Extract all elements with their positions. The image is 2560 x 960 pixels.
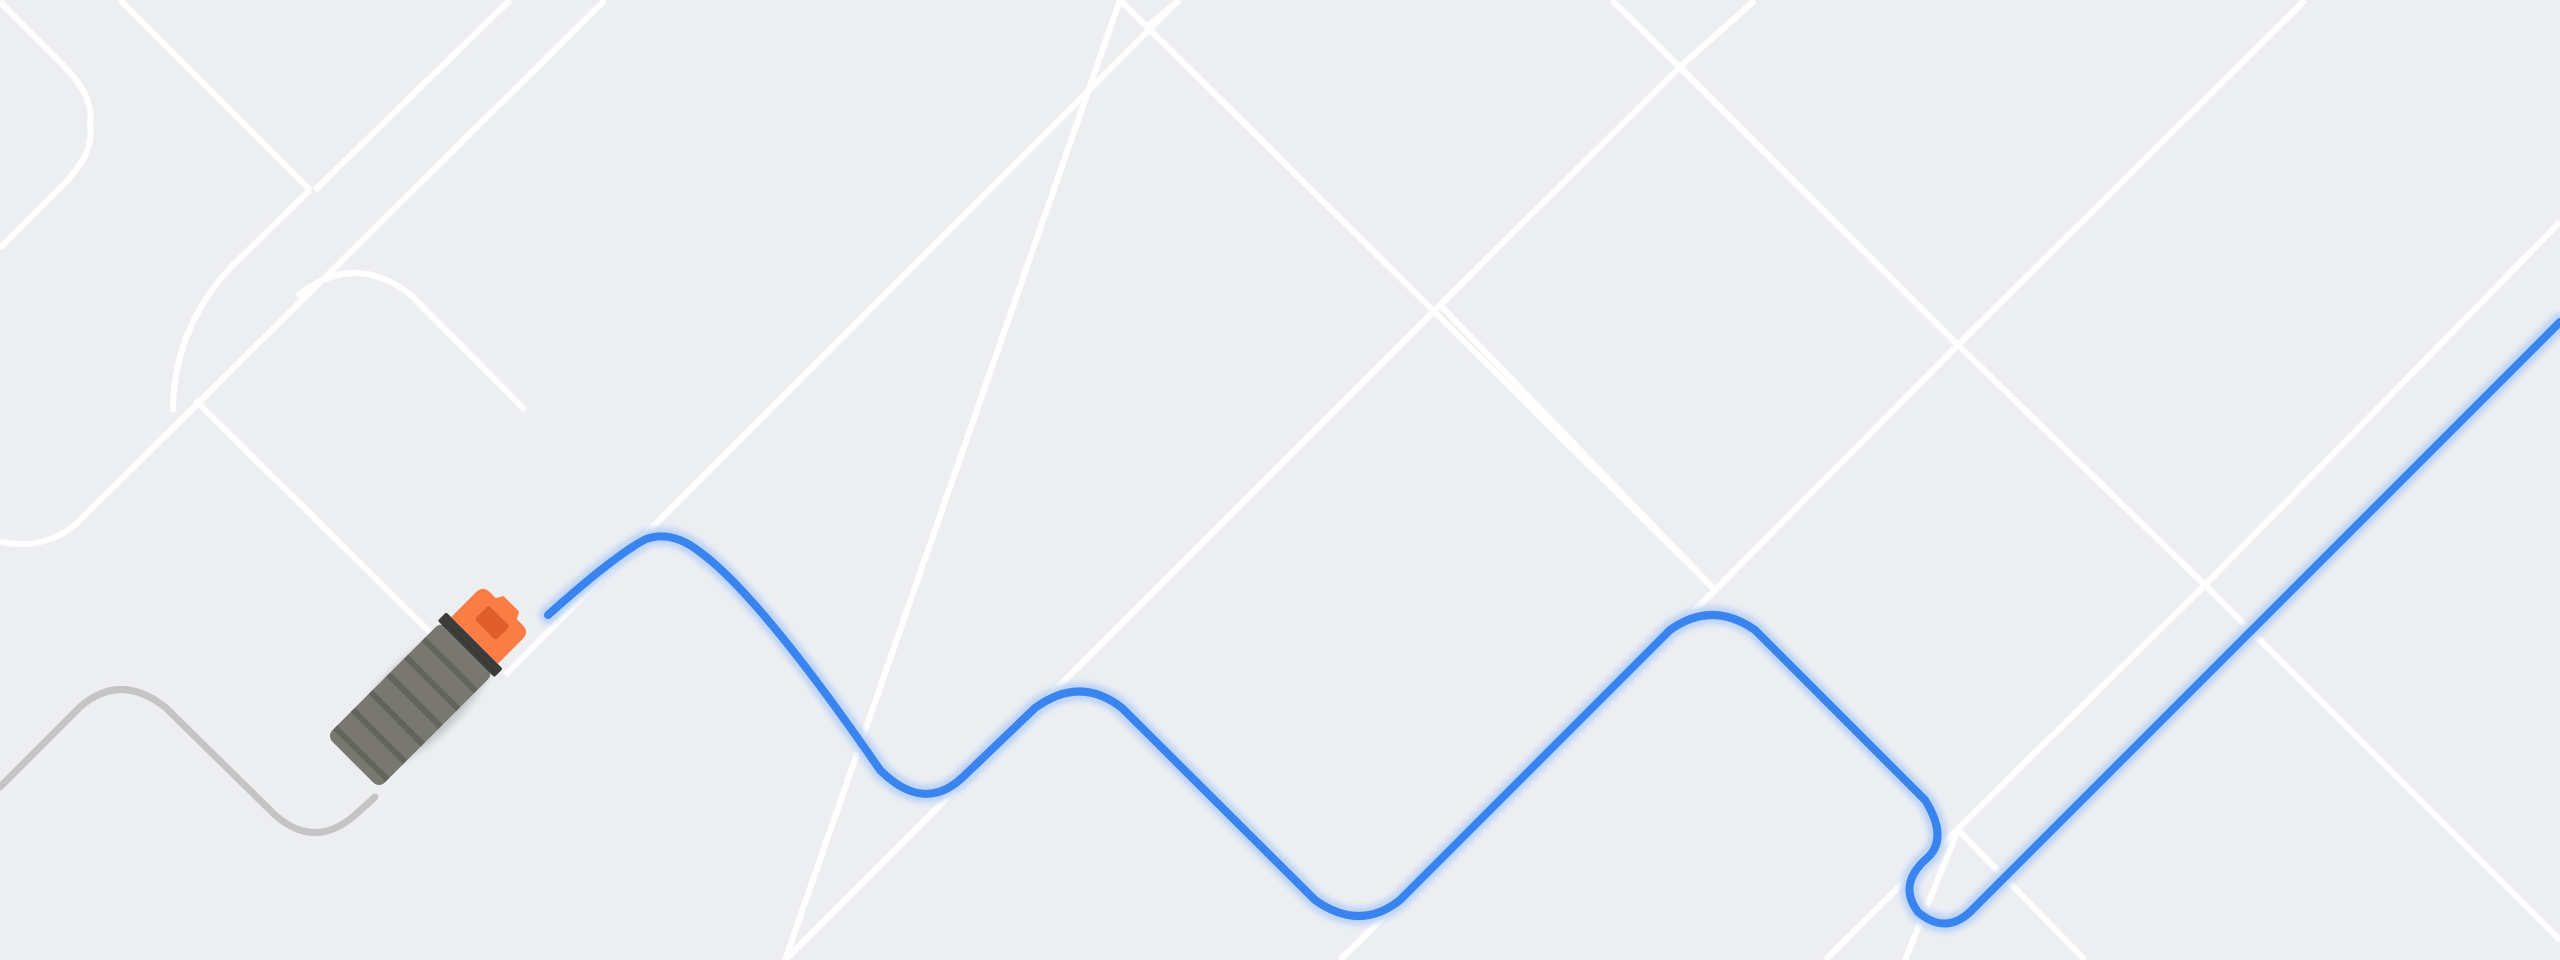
rail [117, 0, 313, 193]
rail [1117, 0, 1718, 593]
rail [782, 0, 1123, 960]
rail [1955, 0, 2308, 348]
rail [2202, 582, 2560, 943]
rail [1712, 342, 1961, 593]
rail [227, 187, 313, 271]
rail [1437, 64, 1683, 308]
plug-connector-icon[interactable] [325, 575, 542, 792]
rail [1437, 302, 1718, 593]
inactive-cable[interactable] [0, 686, 379, 836]
rail [1955, 342, 2208, 588]
plug-tip-inner [475, 606, 509, 640]
rail [1902, 828, 1961, 960]
rail-hook [295, 270, 528, 413]
rail-arc [170, 265, 233, 413]
plug-collar [438, 613, 502, 677]
rail-top-left-curve [0, 0, 94, 251]
rail [782, 302, 1443, 960]
plug-ridges [333, 636, 479, 782]
rail [1822, 582, 2208, 960]
rail [1678, 0, 1757, 70]
rail [2202, 219, 2560, 588]
rail [192, 397, 461, 663]
rail [72, 0, 608, 528]
rail [1677, 64, 1961, 348]
rail-lower-left-curve [0, 522, 77, 547]
active-cable[interactable] [544, 318, 2560, 928]
rail [312, 0, 513, 193]
rail [1955, 827, 2088, 960]
